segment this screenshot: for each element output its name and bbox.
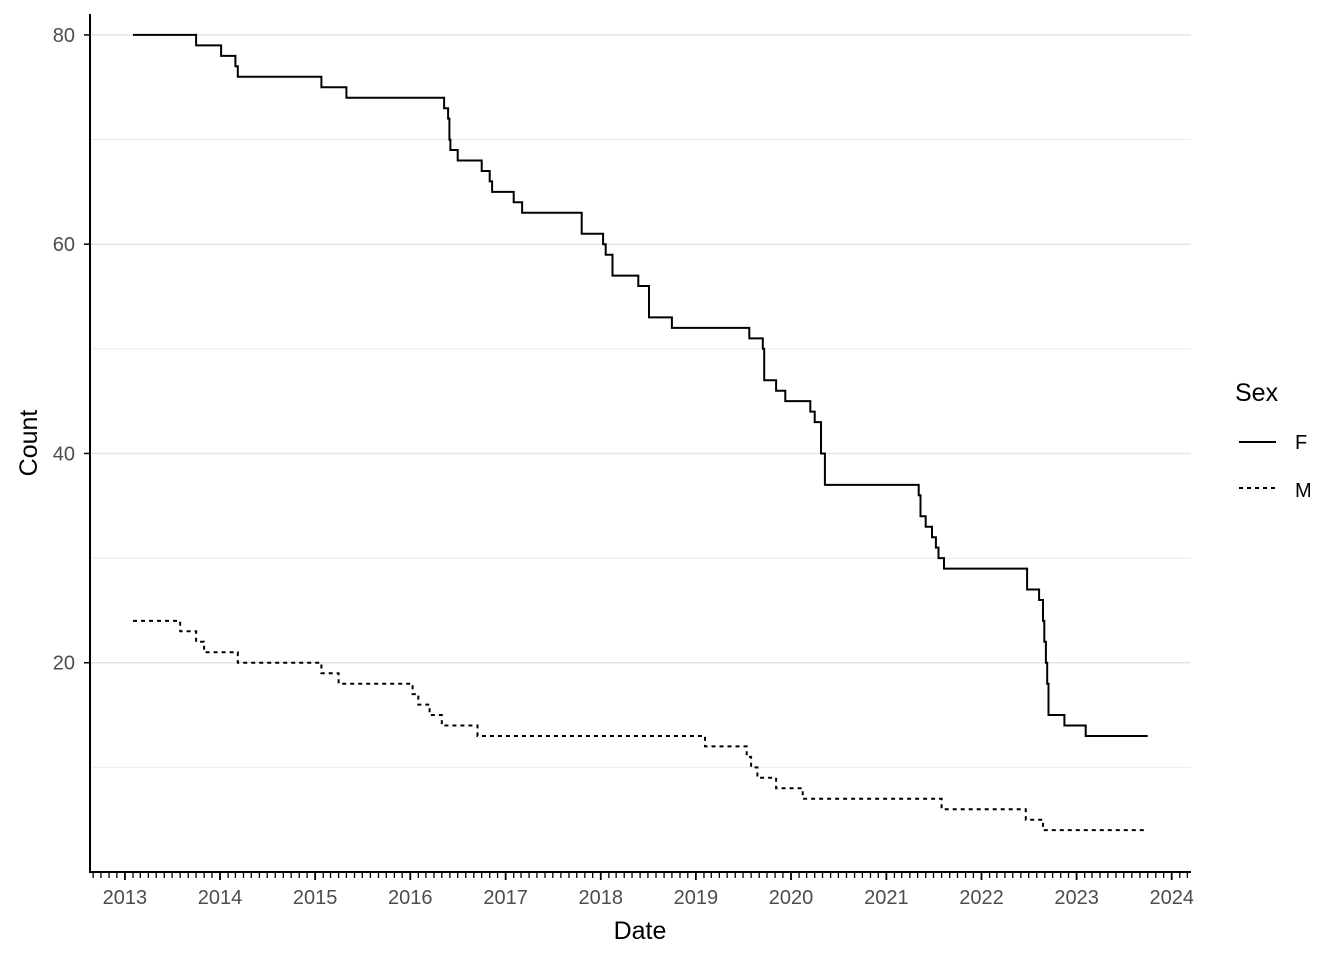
x-tick-label: 2015 (293, 887, 338, 909)
legend-title: Sex (1235, 379, 1279, 407)
legend-label-m: M (1295, 480, 1312, 502)
x-tick-label: 2021 (864, 887, 909, 909)
x-tick-label: 2018 (579, 887, 624, 909)
y-tick-label: 40 (53, 443, 75, 465)
y-tick-label: 60 (53, 234, 75, 256)
series-lines (133, 33, 1148, 832)
x-tick-label: 2017 (483, 887, 528, 909)
x-axis-title: Date (614, 917, 667, 945)
x-tick-label: 2016 (388, 887, 433, 909)
legend-label-f: F (1295, 432, 1307, 454)
x-axis-ticks: 2013 2014 2015 2016 2017 2018 2019 2020 2021 2022… (92, 872, 1194, 909)
x-tick-label: 2019 (674, 887, 719, 909)
grid-lines (90, 34, 1191, 768)
x-tick-label: 2013 (103, 887, 148, 909)
x-tick-label: 2024 (1149, 887, 1194, 909)
x-tick-label: 2020 (769, 887, 814, 909)
y-tick-label: 20 (53, 653, 75, 675)
y-axis-title: Count (15, 410, 43, 477)
y-axis-ticks: 20 40 60 80 (53, 25, 90, 675)
y-tick-label: 80 (53, 25, 75, 47)
legend: Sex F M (1235, 379, 1312, 502)
series-line-f (133, 33, 1148, 737)
series-line-m (133, 619, 1148, 832)
x-tick-label: 2023 (1054, 887, 1099, 909)
x-tick-label: 2014 (198, 887, 243, 909)
x-tick-label: 2022 (959, 887, 1004, 909)
